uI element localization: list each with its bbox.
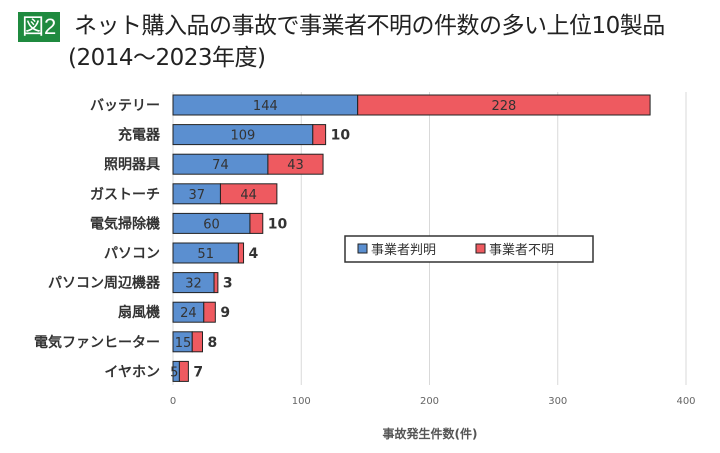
bar-unknown <box>249 212 264 234</box>
chart-subtitle: (2014〜2023年度) <box>68 45 266 71</box>
data-label: 10 <box>268 216 288 232</box>
data-label: 37 <box>188 188 205 203</box>
data-label: 3 <box>223 276 233 292</box>
data-label: 10 <box>331 128 351 144</box>
legend-swatch <box>357 243 368 254</box>
data-label: 228 <box>491 99 516 114</box>
bar-unknown <box>203 301 216 323</box>
category-label: 電気ファンヒーター <box>34 334 160 351</box>
legend-swatch <box>475 243 486 254</box>
x-axis-title: 事故発生件数(件) <box>383 426 478 441</box>
data-label: 9 <box>220 305 230 321</box>
data-label: 24 <box>180 306 197 321</box>
category-label: 充電器 <box>118 127 161 144</box>
data-label: 15 <box>175 336 192 351</box>
data-label: 109 <box>230 129 255 144</box>
category-label: バッテリー <box>90 98 160 114</box>
x-tick-label: 400 <box>676 396 695 407</box>
data-label: 144 <box>253 99 278 114</box>
bar-unknown <box>219 183 278 205</box>
bar-unknown <box>178 360 189 382</box>
x-tick-label: 300 <box>548 396 567 407</box>
category-label: 扇風機 <box>118 304 160 321</box>
data-label: 74 <box>212 158 229 173</box>
bar-unknown <box>213 272 219 294</box>
category-label: 照明器具 <box>104 157 160 173</box>
legend-box <box>344 235 594 263</box>
data-label: 5 <box>170 365 178 380</box>
x-tick-label: 0 <box>170 396 176 407</box>
data-label: 7 <box>193 364 203 380</box>
category-label: パソコン周辺機器 <box>48 275 161 292</box>
bar-unknown <box>312 124 327 146</box>
category-label: ガストーチ <box>90 187 160 203</box>
data-label: 4 <box>249 246 259 262</box>
bar-unknown <box>237 242 245 264</box>
bar-unknown <box>267 153 324 175</box>
category-label: パソコン <box>104 246 160 262</box>
category-label: イヤホン <box>104 364 160 380</box>
category-label: 電気掃除機 <box>90 215 160 232</box>
data-label: 51 <box>197 247 214 262</box>
legend-label: 事業者判明 <box>371 242 436 258</box>
data-label: 43 <box>287 158 304 173</box>
chart-title: ネット購入品の事故で事業者不明の件数の多い上位10製品 <box>74 13 665 39</box>
legend-label: 事業者不明 <box>489 242 554 258</box>
x-tick-label: 100 <box>292 396 311 407</box>
bar-unknown <box>357 94 651 116</box>
data-label: 44 <box>240 188 257 203</box>
data-label: 60 <box>203 217 220 232</box>
figure-label: 図2 <box>18 12 61 42</box>
bar-unknown <box>191 331 203 353</box>
data-label: 32 <box>185 277 202 292</box>
x-tick-label: 200 <box>420 396 439 407</box>
data-label: 8 <box>207 335 217 351</box>
